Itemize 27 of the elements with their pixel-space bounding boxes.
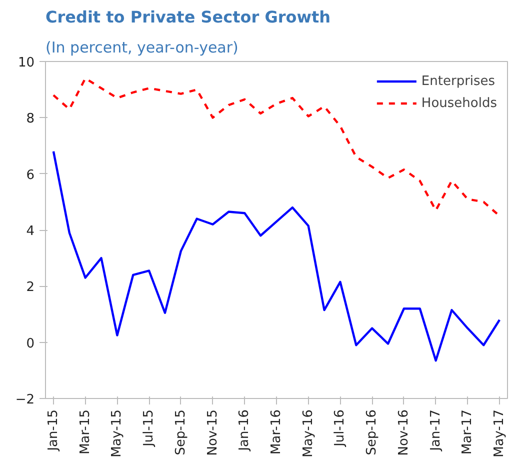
x-tick-label: Mar-17 (460, 409, 476, 454)
x-tick-label: Sep-16 (364, 409, 380, 456)
x-tick-label: Mar-15 (78, 409, 93, 454)
x-tick-label: May-15 (110, 409, 125, 458)
x-tick-label: May-17 (492, 409, 508, 458)
y-tick-label: 10 (18, 56, 35, 70)
x-tick-label: Jul-16 (332, 409, 348, 448)
x-tick-label: Nov-16 (396, 409, 412, 456)
y-tick-label: 2 (26, 280, 35, 296)
x-tick-label: Jan-16 (237, 409, 252, 452)
x-tick-label: Mar-16 (269, 409, 284, 454)
legend-label: Households (421, 96, 497, 110)
y-tick-label: −2 (15, 392, 35, 408)
y-tick-label: 6 (26, 168, 35, 183)
y-tick-label: 4 (26, 224, 35, 239)
x-tick-label: Jan-15 (46, 409, 61, 452)
x-tick-label: Jul-15 (142, 409, 157, 448)
x-tick-label: Nov-15 (205, 409, 220, 456)
y-tick-label: 8 (26, 112, 35, 127)
y-tick-label: 0 (26, 336, 35, 352)
chart-subtitle: (In percent, year-on-year) (46, 38, 238, 56)
legend-label: Enterprises (421, 74, 496, 88)
x-tick-label: Sep-15 (173, 409, 188, 456)
x-tick-label: May-16 (300, 409, 316, 458)
line-series (52, 150, 501, 362)
chart-title: Credit to Private Sector Growth (46, 8, 331, 26)
x-tick-label: Jan-17 (428, 409, 444, 452)
